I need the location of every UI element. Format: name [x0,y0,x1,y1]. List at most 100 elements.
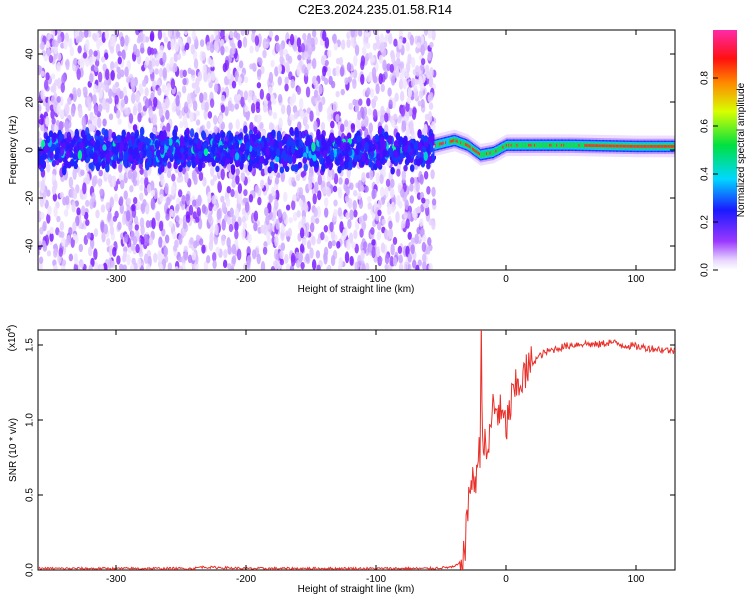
heatmap-cell [274,259,279,270]
heatmap-cell [350,123,356,130]
heatmap-cell [321,186,327,195]
heatmap-cell [218,115,223,125]
heatmap-cell [185,214,191,223]
heatmap-cell [303,201,308,211]
heatmap-cell [399,61,405,69]
heatmap-cell [258,57,263,66]
heatmap-cell [254,35,260,46]
heatmap-cell [241,228,246,240]
heatmap-cell [279,166,285,174]
heatmap-cell [358,215,364,224]
heatmap-cell [307,44,313,56]
heatmap-cell [208,201,213,212]
heatmap-cell [152,79,157,92]
heatmap-cell [40,41,45,51]
heatmap-cell [122,86,127,99]
heatmap-cell [292,194,297,202]
heatmap-cell [217,180,222,192]
heatmap-cell [273,163,279,170]
heatmap-cell [419,218,424,227]
heatmap-cell [412,209,417,219]
heatmap-cell [417,100,422,107]
heatmap-cell [364,115,369,125]
heatmap-cell [41,240,47,249]
heatmap-cell [303,51,309,61]
heatmap-cell [168,220,174,228]
heatmap-cell [393,157,399,164]
heatmap-cell [234,152,240,161]
heatmap-cell [368,151,374,160]
heatmap-cell [406,96,412,105]
heatmap-cell [129,185,134,193]
heatmap-cell [113,193,119,202]
heatmap-cell [206,120,211,130]
heatmap-cell [118,263,124,270]
heatmap-cell [421,197,426,204]
heatmap-cell [121,129,126,138]
heatmap-cell [314,217,320,224]
heatmap-cell [254,184,260,194]
heatmap-cell [93,50,98,57]
heatmap-cell [381,218,386,225]
heatmap-cell [307,181,313,191]
heatmap-cell [274,66,279,77]
heatmap-cell [226,237,231,248]
heatmap-cell [300,42,306,53]
heatmap-cell [362,213,368,222]
heatmap-cell [202,91,208,101]
heatmap-cell [140,47,145,54]
heatmap-cell [405,72,410,79]
heatmap-cell [377,199,383,209]
heatmap-cell [45,135,51,144]
heatmap-cell [393,38,398,47]
heatmap-cell [95,209,100,219]
heatmap-cell [162,67,167,79]
heatmap-cell [127,169,133,180]
heatmap-cell [421,241,427,253]
heatmap-cell [165,109,170,120]
heatmap-cell [207,56,212,65]
heatmap-cell [330,255,336,267]
heatmap-cell [94,142,99,151]
heatmap-cell [368,122,373,134]
heatmap-cell [95,129,100,137]
heatmap-cell [158,49,164,58]
heatmap-cell [157,87,162,96]
heatmap-cell [188,204,194,216]
heatmap-cell [372,42,378,51]
heatmap-cell [241,215,247,223]
heatmap-cell [287,136,293,147]
heatmap-cell [102,118,107,127]
heatmap-cell [135,48,140,58]
heatmap-cell [63,208,69,217]
heatmap-cell [370,227,375,235]
heatmap-cell [327,49,332,58]
heatmap-cell [337,165,342,174]
heatmap-cell [46,250,52,257]
heatmap-cell [205,255,211,264]
heatmap-cell [193,58,199,70]
heatmap-cell [403,211,408,219]
heatmap-cell [149,30,155,42]
heatmap-cell [45,102,50,113]
heatmap-cell [93,228,99,238]
heatmap-cell [312,193,317,205]
heatmap-cell [397,38,403,50]
heatmap-cell [371,239,376,246]
heatmap-cell [154,139,160,149]
heatmap-cell [335,114,340,123]
heatmap-cell [50,95,56,104]
heatmap-cell [61,74,66,85]
heatmap-cell [317,190,322,201]
heatmap-cell [120,36,125,48]
heatmap-cell [420,227,425,235]
heatmap-cell [304,66,309,77]
heatmap-cell [297,54,302,61]
heatmap-cell [161,102,166,109]
heatmap-cell [225,197,231,207]
heatmap-cell [323,197,329,208]
heatmap-cell [360,55,366,67]
heatmap-cell [159,144,165,155]
heatmap-cell [122,251,128,258]
heatmap-cell [100,204,106,213]
